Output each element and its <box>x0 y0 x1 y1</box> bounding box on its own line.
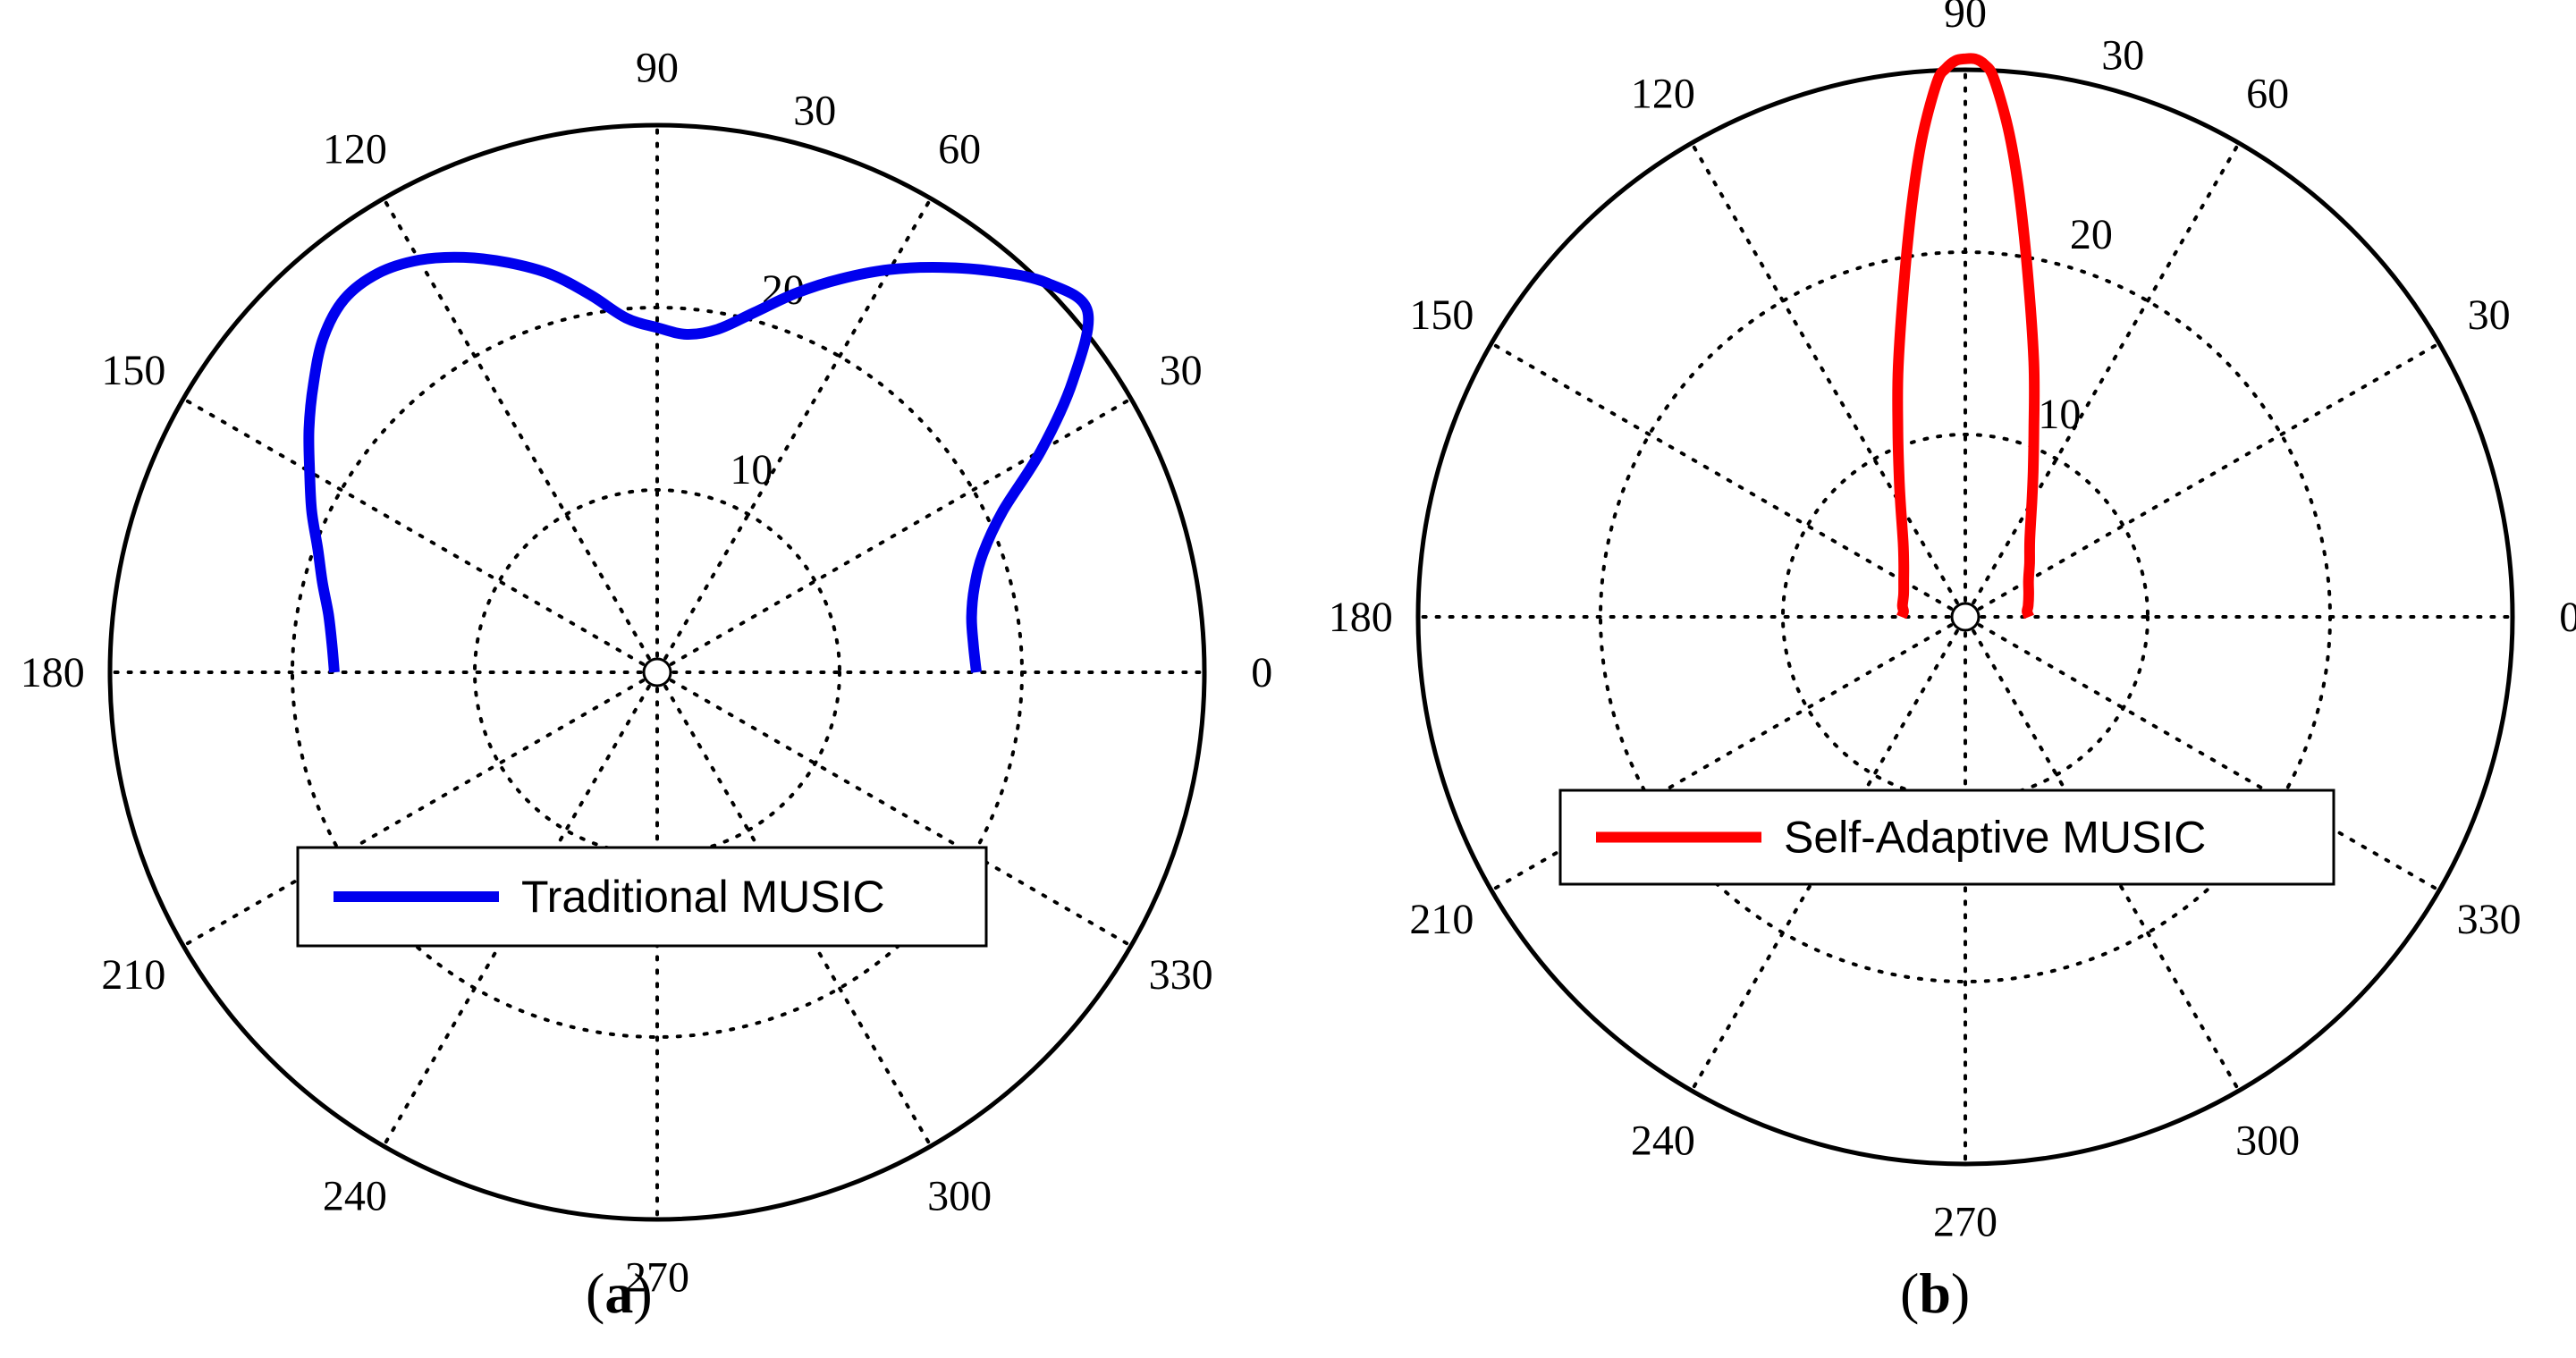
angle-tick-label: 90 <box>636 45 679 92</box>
angle-tick-label: 30 <box>1160 347 1203 394</box>
polar-chart-b: 0 30 60 90 120 150 180 210 240 270 300 330 10 20 30 Sel… <box>1329 0 2576 1245</box>
radial-grid <box>1416 68 2514 1166</box>
grid-circle-10 <box>473 488 841 856</box>
spoke-60 <box>1972 140 2241 605</box>
radial-tick-label: 30 <box>2101 31 2144 79</box>
panel-label-b: (b) <box>1900 1261 1970 1327</box>
angle-tick-label: 300 <box>2235 1118 2300 1165</box>
spoke-150 <box>181 397 646 666</box>
series-line-traditional-music <box>303 251 1094 673</box>
panel-label-a-text: (a) <box>586 1261 653 1325</box>
spoke-210 <box>181 679 646 948</box>
radial-tick-label: 10 <box>2038 391 2081 438</box>
angle-tick-label: 210 <box>1409 896 1474 943</box>
angle-tick-label: 150 <box>1409 291 1474 339</box>
angle-tick-label: 120 <box>323 125 387 173</box>
center-circle <box>642 657 672 687</box>
angle-tick-label: 330 <box>1149 951 1213 999</box>
angle-tick-label: 150 <box>101 347 165 394</box>
grid-circle-10 <box>1781 433 2149 801</box>
angle-tick-label: 180 <box>21 649 85 696</box>
panel-letter: a <box>604 1261 634 1325</box>
outer-circle <box>1415 67 2515 1167</box>
spoke-30 <box>1977 342 2442 611</box>
spoke-330 <box>669 679 1134 948</box>
polar-chart-a: 0306090120150180210240270300330102030Tra… <box>21 45 1273 1302</box>
outer-circle <box>107 122 1207 1222</box>
legend-label: Traditional MUSIC <box>521 872 885 922</box>
angle-tick-label: 270 <box>1933 1198 1997 1245</box>
legend-label: Self-Adaptive MUSIC <box>1784 813 2206 863</box>
angle-tick-label: 300 <box>927 1173 992 1220</box>
angle-tick-label: 240 <box>1631 1118 1695 1165</box>
angle-tick-label: 60 <box>2246 70 2289 117</box>
angle-tick-label: 210 <box>101 951 165 999</box>
spoke-330 <box>1977 623 2442 892</box>
angle-tick-label: 120 <box>1631 70 1695 117</box>
radial-tick-label: 20 <box>2070 211 2113 258</box>
panel-label-a: (a) <box>586 1261 653 1327</box>
spoke-120 <box>1690 140 1959 605</box>
panel-letter: b <box>1919 1261 1951 1325</box>
center-circle <box>1950 602 1981 632</box>
angle-tick-label: 0 <box>2559 594 2576 641</box>
series-line-self-adaptive-music <box>1892 53 2040 620</box>
radial-tick-label: 30 <box>793 87 836 134</box>
spoke-300 <box>663 684 933 1149</box>
angle-tick-label: 240 <box>323 1173 387 1220</box>
angle-tick-label: 60 <box>938 125 981 173</box>
legend: Self-Adaptive MUSIC <box>1558 789 2335 886</box>
spoke-240 <box>382 684 651 1149</box>
spoke-120 <box>382 196 651 661</box>
radial-tick-label: 10 <box>730 446 773 493</box>
angle-tick-label: 330 <box>2457 896 2521 943</box>
spoke-240 <box>1690 628 1959 1093</box>
radial-grid <box>108 123 1206 1221</box>
angle-tick-label: 270 <box>625 1253 689 1301</box>
angle-tick-label: 90 <box>1944 0 1987 37</box>
panel-label-b-text: (b) <box>1900 1261 1971 1325</box>
spoke-150 <box>1489 342 1954 611</box>
spoke-30 <box>669 397 1134 666</box>
angle-tick-label: 0 <box>1251 649 1272 696</box>
spoke-300 <box>1972 628 2241 1093</box>
angle-tick-label: 30 <box>2468 291 2511 339</box>
angle-tick-label: 180 <box>1329 594 1393 641</box>
legend: Traditional MUSIC <box>296 846 988 948</box>
